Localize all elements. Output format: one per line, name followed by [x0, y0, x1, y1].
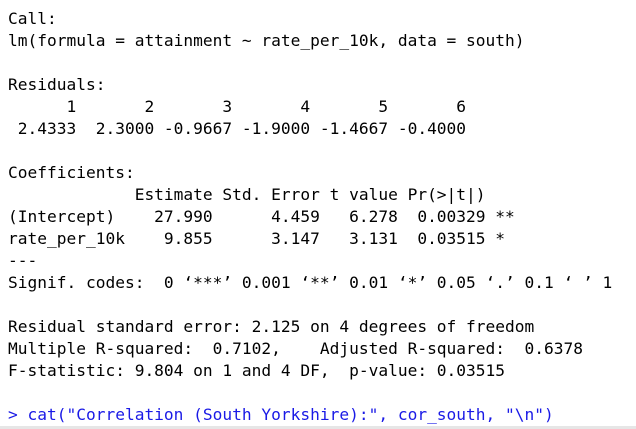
coefficients-header: Coefficients:: [8, 163, 135, 182]
blank-line: [8, 294, 636, 316]
signif-codes-line: Signif. codes: 0 ‘***’ 0.001 ‘**’ 0.01 ‘…: [8, 273, 613, 292]
residuals-value-row: 2.4333 2.3000 -0.9667 -1.9000 -1.4667 -0…: [8, 119, 467, 138]
residuals-index-row: 1 2 3 4 5 6: [8, 97, 467, 116]
r-squared-line: Multiple R-squared: 0.7102, Adjusted R-s…: [8, 339, 583, 358]
coefficients-rate-row: rate_per_10k 9.855 3.147 3.131 0.03515 *: [8, 229, 506, 248]
separator-line: ---: [8, 251, 38, 270]
blank-line: [8, 140, 636, 162]
blank-line: [8, 52, 636, 74]
f-statistic-line: F-statistic: 9.804 on 1 and 4 DF, p-valu…: [8, 361, 506, 380]
coefficients-intercept-row: (Intercept) 27.990 4.459 6.278 0.00329 *…: [8, 207, 515, 226]
call-formula: lm(formula = attainment ~ rate_per_10k, …: [8, 31, 525, 50]
console-command-line[interactable]: > cat("Correlation (South Yorkshire):", …: [8, 405, 554, 424]
blank-line: [8, 382, 636, 404]
console-bottom-border: [0, 426, 636, 429]
coefficients-column-header: Estimate Std. Error t value Pr(>|t|): [8, 185, 486, 204]
call-header: Call:: [8, 9, 57, 28]
residual-standard-error: Residual standard error: 2.125 on 4 degr…: [8, 317, 535, 336]
residuals-header: Residuals:: [8, 75, 106, 94]
